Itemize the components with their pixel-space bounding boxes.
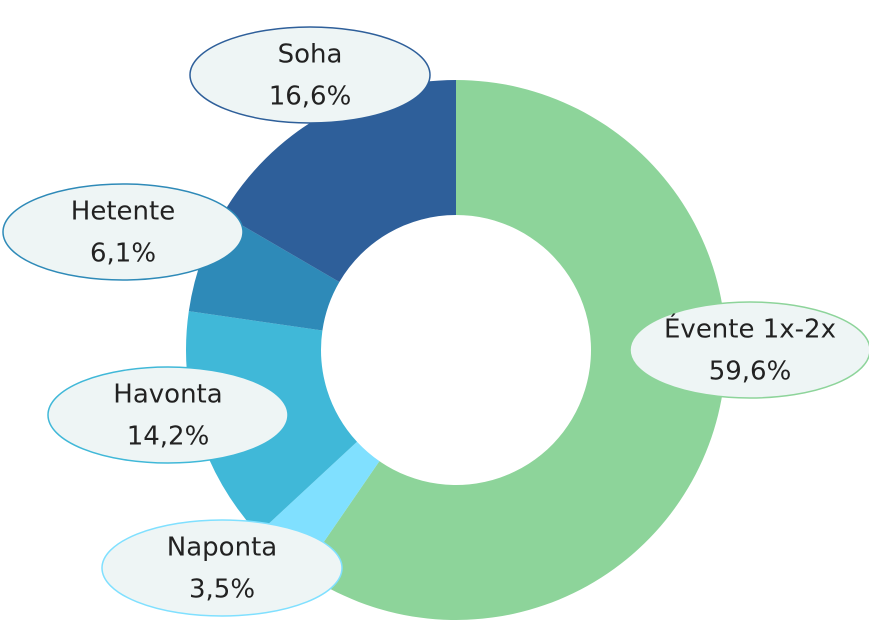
segment-value: 14,2% (127, 422, 210, 452)
segment-value: 6,1% (90, 239, 156, 269)
segment-value: 59,6% (709, 357, 792, 387)
segment-name: Soha (278, 40, 343, 70)
segment-name: Havonta (113, 380, 222, 410)
label-bubble (47, 366, 289, 464)
label-bubble (189, 26, 431, 124)
segment-name: Évente 1x-2x (664, 313, 836, 345)
label-bubble (101, 519, 343, 617)
segment-name: Naponta (167, 533, 277, 563)
segment-name: Hetente (71, 197, 175, 227)
label-bubble (2, 183, 244, 281)
donut-segment (302, 80, 727, 620)
donut-segment (222, 80, 456, 283)
segment-value: 16,6% (269, 82, 352, 112)
label-bubble (629, 301, 869, 399)
segment-value: 3,5% (189, 575, 255, 605)
